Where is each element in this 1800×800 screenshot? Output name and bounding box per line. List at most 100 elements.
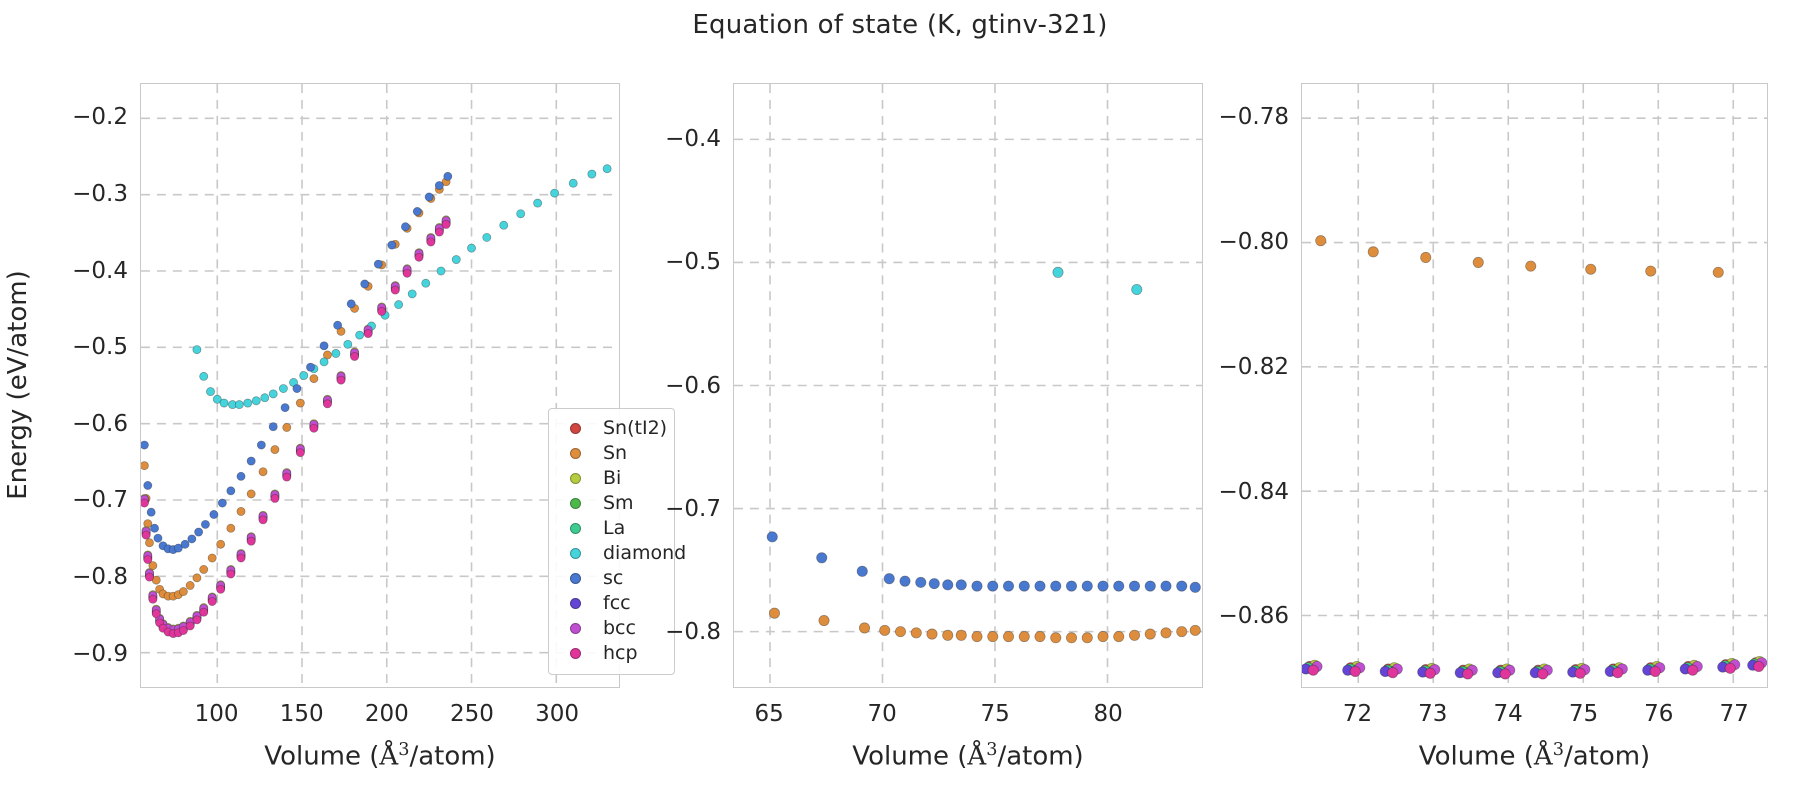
data-point (246, 456, 256, 466)
panel-overview: 100 150 200 250 300 −0.2 −0.3 −0.4 −0.5 −0.6 −0.7 −… (72, 83, 686, 772)
angstrom-symbol: Å (1533, 741, 1553, 772)
legend-item-sm[interactable]: Sm (558, 491, 665, 516)
data-point (1315, 235, 1327, 247)
legend-marker-icon (570, 548, 581, 559)
data-point (1081, 632, 1093, 644)
data-point (206, 387, 215, 397)
data-point (333, 320, 343, 330)
data-point (143, 555, 153, 564)
data-point (192, 345, 202, 355)
data-point (390, 285, 400, 295)
data-point (1420, 251, 1432, 263)
legend-item-diamond[interactable]: diamond (558, 541, 686, 566)
series-sc (141, 171, 453, 555)
data-point (858, 622, 871, 634)
y-tick-label: −0.2 (72, 104, 128, 131)
x-tick-label: 75 (980, 701, 1010, 727)
legend-item-label: Bi (603, 467, 622, 489)
legend-marker-icon (570, 473, 581, 484)
legend-item-hcp[interactable]: hcp (558, 641, 665, 666)
data-point (1537, 668, 1549, 680)
data-point (987, 580, 999, 592)
legend-item-label: Sn(tI2) (603, 417, 668, 439)
grid-lines (1302, 84, 1767, 687)
data-point (355, 330, 365, 340)
y-tick-label: −0.82 (1218, 353, 1289, 380)
data-point (443, 171, 453, 181)
data-point (226, 569, 236, 579)
data-point (146, 507, 156, 517)
data-point (1002, 631, 1015, 643)
data-point (143, 481, 153, 490)
data-point (299, 371, 309, 381)
data-point (879, 624, 891, 636)
series-sm (141, 219, 451, 638)
data-point (550, 188, 560, 198)
data-point (1424, 667, 1436, 679)
data-point (1724, 662, 1736, 674)
panel-zoom-fine: 72 73 74 75 76 77 −0.78 −0.80 −0.82 −0.84 −0.86 Vo… (1219, 83, 1768, 772)
data-point (219, 398, 229, 408)
data-point (955, 629, 967, 641)
data-point (323, 350, 332, 360)
y-tick-label: −0.5 (665, 249, 721, 276)
x-tick-label: 76 (1644, 701, 1674, 727)
data-point (199, 565, 209, 574)
data-point (412, 207, 422, 216)
x-tick-label: 73 (1418, 701, 1448, 727)
data-point (292, 384, 302, 393)
legend-marker-icon (570, 573, 581, 584)
data-point (1113, 631, 1125, 643)
data-point (1034, 631, 1046, 643)
data-point (1585, 263, 1597, 275)
data-point (894, 626, 907, 638)
legend-item-fcc[interactable]: fcc (558, 591, 665, 616)
y-tick-label: −0.7 (72, 487, 128, 514)
data-point (928, 578, 940, 590)
data-point (971, 580, 983, 592)
angstrom-exponent: 3 (398, 740, 410, 760)
legend-item-bi[interactable]: Bi (558, 466, 665, 491)
data-point (145, 572, 154, 582)
angstrom-symbol: Å (379, 741, 399, 772)
panel-zoom-fine-axes (1301, 83, 1768, 688)
grid-lines (734, 84, 1202, 687)
legend-item-la[interactable]: La (558, 516, 665, 541)
legend-item-sn[interactable]: Sn (558, 441, 665, 466)
data-point (280, 403, 290, 413)
data-point (199, 607, 209, 617)
legend-item-sc[interactable]: sc (558, 566, 665, 591)
x-label-prefix: Volume ( (1418, 741, 1534, 772)
data-point (141, 498, 149, 508)
legend-marker-icon (570, 498, 581, 509)
x-tick-label: 77 (1719, 701, 1749, 727)
data-point (568, 178, 578, 188)
y-tick-label: −0.4 (72, 257, 128, 284)
data-point (343, 339, 353, 349)
data-point (1574, 667, 1586, 679)
data-point (236, 471, 246, 481)
legend-item-sn-ti2[interactable]: Sn(tI2) (558, 416, 668, 441)
data-point (856, 565, 868, 577)
data-point (602, 164, 612, 174)
panel-zoom-mid: 65 70 75 80 −0.4 −0.5 −0.6 −0.7 −0.8 Volume (Å3/… (665, 83, 1203, 772)
series-la (141, 217, 451, 636)
data-point (151, 609, 161, 619)
legend[interactable]: Sn(tI2) Sn Bi Sm La diamond sc fcc bcc hcp (548, 408, 686, 675)
legend-item-label: diamond (603, 542, 687, 564)
data-point (268, 389, 278, 399)
data-point (1462, 668, 1474, 680)
data-point (173, 543, 183, 553)
data-point (306, 362, 315, 372)
series-hcp (141, 220, 451, 639)
legend-item-bcc[interactable]: bcc (558, 616, 665, 641)
panel-zoom-mid-x-label: Volume (Å3/atom) (733, 740, 1203, 772)
series-hcp (1307, 660, 1765, 680)
angstrom-symbol: Å (967, 741, 987, 772)
data-point (1612, 667, 1624, 679)
data-point (1176, 580, 1188, 592)
angstrom-exponent: 3 (1552, 740, 1564, 760)
data-point (971, 631, 983, 643)
data-point (1499, 668, 1511, 680)
